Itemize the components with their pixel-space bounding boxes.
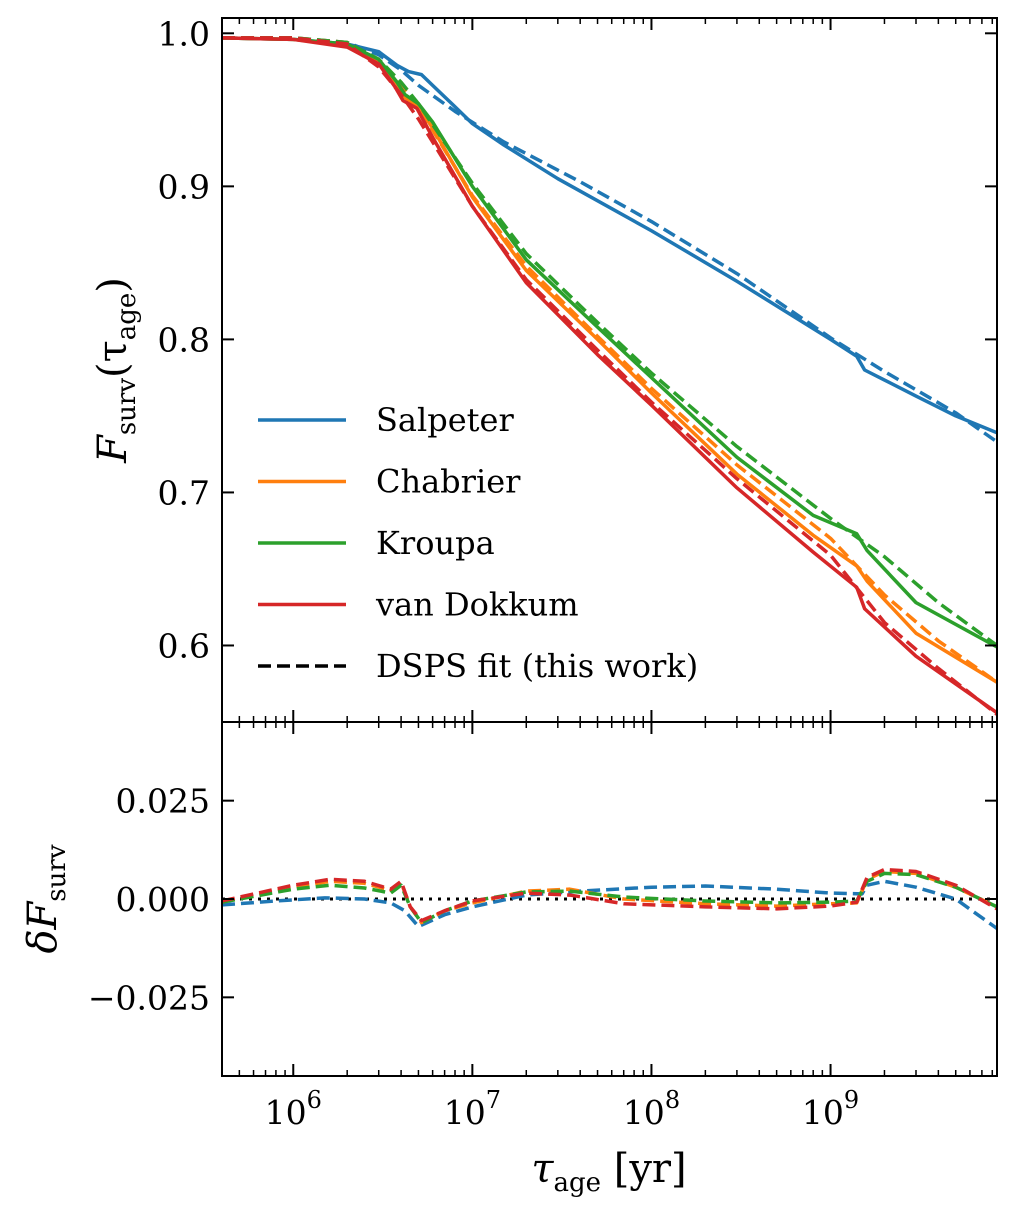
bottom-y-axis-label: δFsurv [20,844,72,953]
top-series-salpeter-solid [222,36,997,435]
x-tick-label: 107 [444,1086,501,1132]
top-y-tick-label: 0.9 [158,167,210,206]
bottom-series-group [222,867,997,930]
x-tick-label: 109 [802,1086,859,1132]
bottom-series-van-dokkum-dashed [222,867,997,923]
top-series-van-dokkum-dashed [222,36,997,716]
x-tick-label: 106 [265,1086,322,1132]
top-y-tick-label: 1.0 [158,14,210,53]
top-series-kroupa-solid [222,36,997,649]
bottom-panel: −0.025 0.000 0.025 106 107 108 109 δFsurv τage… [20,721,998,1198]
bottom-y-tick-label: 0.025 [116,782,210,821]
legend-label-dsps-fit-this-work: DSPS fit (this work) [376,647,698,685]
bottom-series-kroupa-dashed [222,871,997,925]
legend-label-salpeter: Salpeter [376,401,514,439]
legend-label-chabrier: Chabrier [376,463,521,501]
top-series-salpeter-dashed [222,36,997,444]
bottom-ticks-group: −0.025 0.000 0.025 106 107 108 109 [88,722,997,1132]
legend-label-kroupa: Kroupa [376,524,495,562]
bottom-y-tick-label: 0.000 [116,880,210,919]
top-series-group [222,36,997,716]
top-y-tick-label: 0.8 [158,320,210,359]
bottom-y-tick-label: −0.025 [88,978,210,1017]
top-y-tick-label: 0.7 [158,473,210,512]
legend: Salpeter Chabrier Kroupa van Dokkum DSPS fit… [258,401,698,685]
legend-label-van-dokkum: van Dokkum [375,586,579,624]
x-tick-label: 108 [623,1086,680,1132]
x-axis-label: τage [yr] [531,1146,686,1198]
top-y-tick-label: 0.6 [158,626,210,665]
top-series-kroupa-dashed [222,36,997,647]
bottom-plot-frame [221,721,998,1077]
bottom-series-salpeter-dashed [222,879,997,930]
top-series-van-dokkum-solid [222,36,997,715]
top-y-axis-label: Fsurv(τage) [90,277,142,464]
top-panel: 0.6 0.7 0.8 0.9 1.0 Fsurv(τage) Salpeter Chab… [90,14,998,723]
